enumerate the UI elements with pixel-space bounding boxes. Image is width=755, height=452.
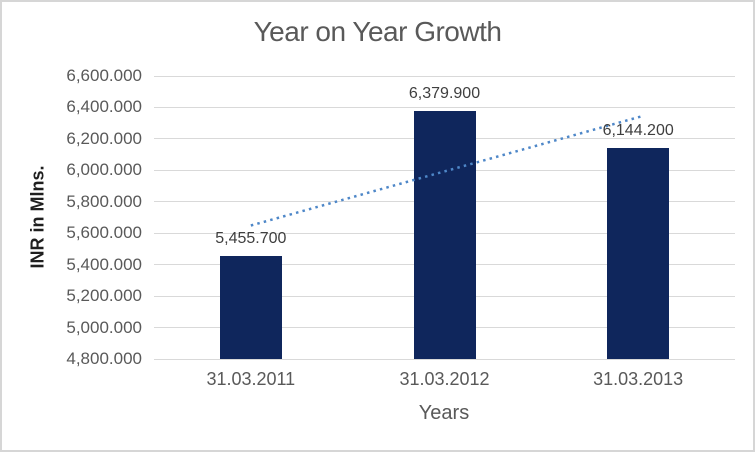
- x-axis-title: Years: [418, 402, 470, 424]
- x-tick-label: 31.03.2011: [206, 369, 296, 389]
- y-tick-label: 6,400.000: [66, 97, 142, 117]
- data-label: 6,379.900: [408, 84, 481, 102]
- y-tick-label: 6,600.000: [66, 66, 142, 85]
- y-tick-label: 5,400.000: [66, 254, 142, 274]
- y-tick-label: 6,000.000: [66, 160, 142, 180]
- data-label: 6,144.200: [602, 121, 674, 139]
- y-tick-label: 4,800.000: [66, 349, 142, 368]
- y-tick-label: 6,200.000: [66, 128, 142, 148]
- data-label: 5,455.700: [215, 229, 287, 247]
- gridline: [154, 358, 735, 360]
- x-tick-label: 31.03.2013: [593, 369, 684, 389]
- y-tick-label: 5,000.000: [66, 317, 142, 337]
- bar: [413, 110, 476, 359]
- y-tick-label: 5,200.000: [66, 286, 142, 306]
- chart-title: Year on Year Growth: [253, 16, 502, 47]
- y-tick-label: 5,800.000: [66, 191, 142, 211]
- gridline: [154, 106, 735, 108]
- x-tick-label: 31.03.2012: [399, 369, 490, 389]
- bar: [219, 255, 282, 359]
- gridline: [154, 75, 735, 77]
- y-tick-label: 5,600.000: [66, 223, 142, 243]
- bar: [607, 147, 670, 359]
